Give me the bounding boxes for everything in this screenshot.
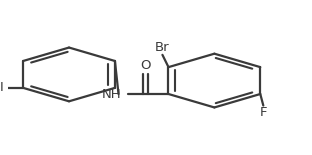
Text: I: I [0,81,3,94]
Text: F: F [260,106,267,119]
Text: NH: NH [102,88,122,100]
Text: Br: Br [155,41,170,54]
Text: O: O [140,59,150,72]
